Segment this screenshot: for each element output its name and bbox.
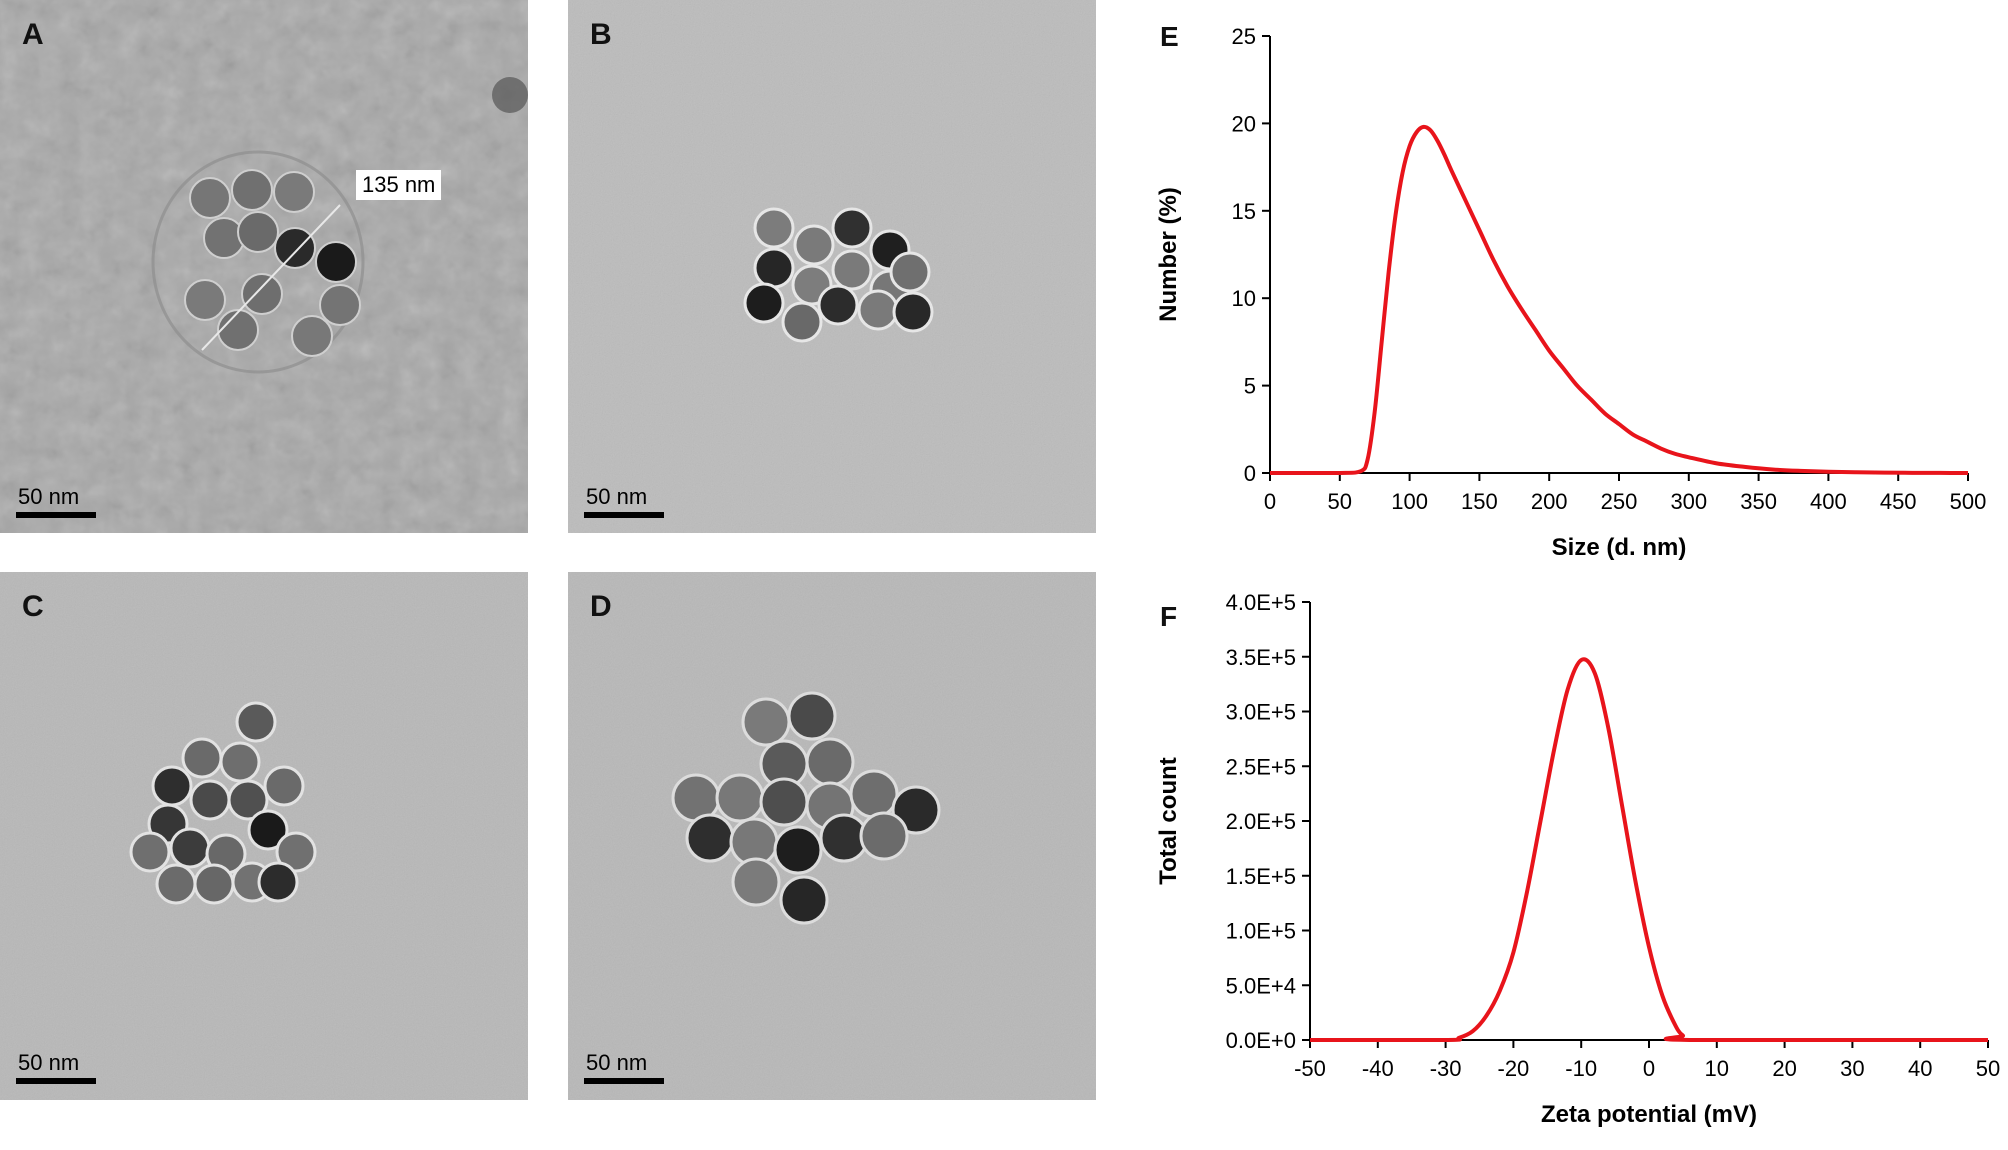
- x-tick-label: 300: [1670, 489, 1707, 514]
- x-tick-label: 450: [1880, 489, 1917, 514]
- y-tick-label: 1.5E+5: [1226, 864, 1296, 889]
- y-tick-label: 4.0E+5: [1226, 590, 1296, 615]
- x-tick-label: -50: [1294, 1056, 1326, 1081]
- x-tick-label: 10: [1705, 1056, 1729, 1081]
- x-tick-label: 150: [1461, 489, 1498, 514]
- x-tick-label: 0: [1264, 489, 1276, 514]
- y-tick-label: 2.5E+5: [1226, 754, 1296, 779]
- x-tick-label: 400: [1810, 489, 1847, 514]
- scale-label-b: 50 nm: [586, 484, 648, 509]
- panel-letter-b: B: [590, 18, 612, 51]
- x-tick-label: 100: [1391, 489, 1428, 514]
- x-tick-label: -30: [1430, 1056, 1462, 1081]
- x-tick-label: 250: [1601, 489, 1638, 514]
- x-tick-label: 30: [1840, 1056, 1864, 1081]
- x-axis-label: Zeta potential (mV): [1541, 1101, 1757, 1128]
- panel-letter-e: E: [1160, 21, 1179, 52]
- scale-label-a: 50 nm: [18, 484, 80, 509]
- x-tick-label: 200: [1531, 489, 1568, 514]
- x-tick-label: -40: [1362, 1056, 1394, 1081]
- scale-bar-a: [16, 512, 96, 518]
- size-distribution-chart: E 0 50 100 150 200 250 300 350 400 450 500 0 5 10 15 20 2…: [1155, 21, 1987, 561]
- y-axis-label: Number (%): [1155, 187, 1182, 322]
- panel-letter-d: D: [590, 590, 612, 623]
- tem-image-a: A 135 nm 50 nm: [0, 0, 528, 533]
- y-tick-label: 15: [1232, 199, 1256, 224]
- x-tick-label: -20: [1498, 1056, 1530, 1081]
- y-tick-label: 10: [1232, 286, 1256, 311]
- y-tick-label: 5: [1244, 374, 1256, 399]
- x-tick-label: -10: [1565, 1056, 1597, 1081]
- scale-bar-c: [16, 1078, 96, 1084]
- x-tick-label: 0: [1643, 1056, 1655, 1081]
- y-tick-label: 0.0E+0: [1226, 1028, 1296, 1053]
- panel-letter-a: A: [22, 18, 44, 51]
- series-line: [1309, 657, 1988, 1042]
- x-tick-label: 350: [1740, 489, 1777, 514]
- x-tick-label: 50: [1328, 489, 1352, 514]
- tem-image-b: B 50 nm: [568, 0, 1096, 533]
- tem-image-c: C 50 nm: [0, 572, 528, 1100]
- panel-letter-c: C: [22, 590, 44, 623]
- y-tick-label: 2.0E+5: [1226, 809, 1296, 834]
- y-tick-label: 1.0E+5: [1226, 919, 1296, 944]
- x-tick-label: 20: [1772, 1056, 1796, 1081]
- scale-bar-d: [584, 1078, 664, 1084]
- y-tick-label: 3.5E+5: [1226, 645, 1296, 670]
- y-tick-label: 20: [1232, 111, 1256, 136]
- scale-bar-b: [584, 512, 664, 518]
- diameter-annotation: 135 nm: [356, 170, 442, 200]
- y-tick-label: 0: [1244, 461, 1256, 486]
- y-tick-label: 3.0E+5: [1226, 700, 1296, 725]
- x-tick-label: 40: [1908, 1056, 1932, 1081]
- scale-label-c: 50 nm: [18, 1050, 80, 1075]
- series-line: [1270, 124, 1969, 476]
- y-tick-label: 5.0E+4: [1226, 973, 1296, 998]
- panel-letter-f: F: [1160, 601, 1177, 632]
- x-axis-label: Size (d. nm): [1552, 534, 1687, 561]
- zeta-potential-chart: F -50 -40 -30 -20 -10 0 10 20 30 40 50 0.0E+0 5.0E+4 1…: [1155, 590, 2000, 1128]
- tem-image-d: D 50 nm: [568, 572, 1096, 1100]
- y-tick-label: 25: [1232, 24, 1256, 49]
- x-tick-label: 50: [1976, 1056, 2000, 1081]
- y-axis-label: Total count: [1155, 757, 1182, 885]
- x-tick-label: 500: [1950, 489, 1987, 514]
- scale-label-d: 50 nm: [586, 1050, 648, 1075]
